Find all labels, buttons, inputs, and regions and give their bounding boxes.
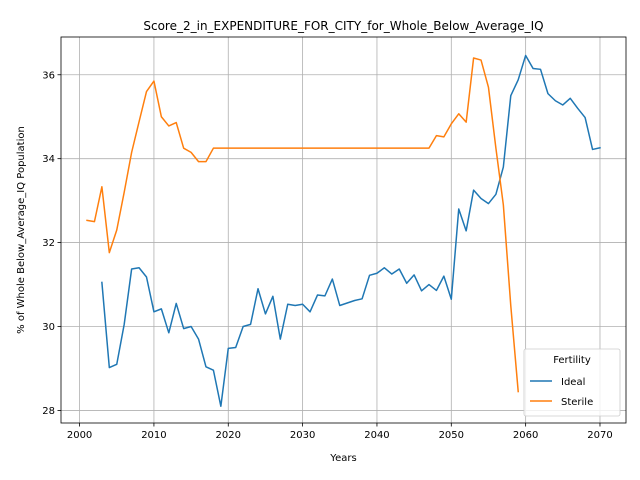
y-axis-ticks: 28 30 32 34 36: [42, 70, 61, 417]
legend-box: [523, 348, 621, 417]
x-axis-label: Years: [329, 453, 356, 464]
y-tick-label: 34: [42, 154, 55, 165]
chart-title: Score_2_in_EXPENDITURE_FOR_CITY_for_Whol…: [143, 19, 543, 33]
y-tick-label: 28: [42, 406, 55, 417]
legend-label-ideal: Ideal: [561, 377, 585, 388]
legend-title: Fertility: [553, 355, 591, 366]
x-tick-label: 2050: [439, 430, 464, 441]
x-axis-ticks: 2000 2010 2020 2030 2040 2050 2060 2070: [67, 423, 613, 441]
x-tick-label: 2020: [216, 430, 241, 441]
grid: [61, 37, 626, 423]
x-tick-label: 2040: [364, 430, 389, 441]
y-tick-label: 32: [42, 238, 55, 249]
y-tick-label: 30: [42, 322, 55, 333]
x-tick-label: 2070: [587, 430, 612, 441]
legend: Fertility Ideal Sterile: [523, 348, 621, 417]
plot-frame: [60, 36, 627, 424]
series-line-ideal: [101, 54, 601, 407]
x-tick-label: 2030: [290, 430, 315, 441]
legend-label-sterile: Sterile: [561, 397, 593, 408]
y-tick-label: 36: [42, 70, 55, 81]
x-tick-label: 2010: [141, 430, 166, 441]
x-tick-label: 2000: [67, 430, 92, 441]
y-axis-label: % of Whole Below_Average_IQ Population: [16, 126, 27, 334]
series-lines: [86, 54, 601, 407]
x-tick-label: 2060: [513, 430, 538, 441]
series-line-sterile: [86, 57, 520, 393]
